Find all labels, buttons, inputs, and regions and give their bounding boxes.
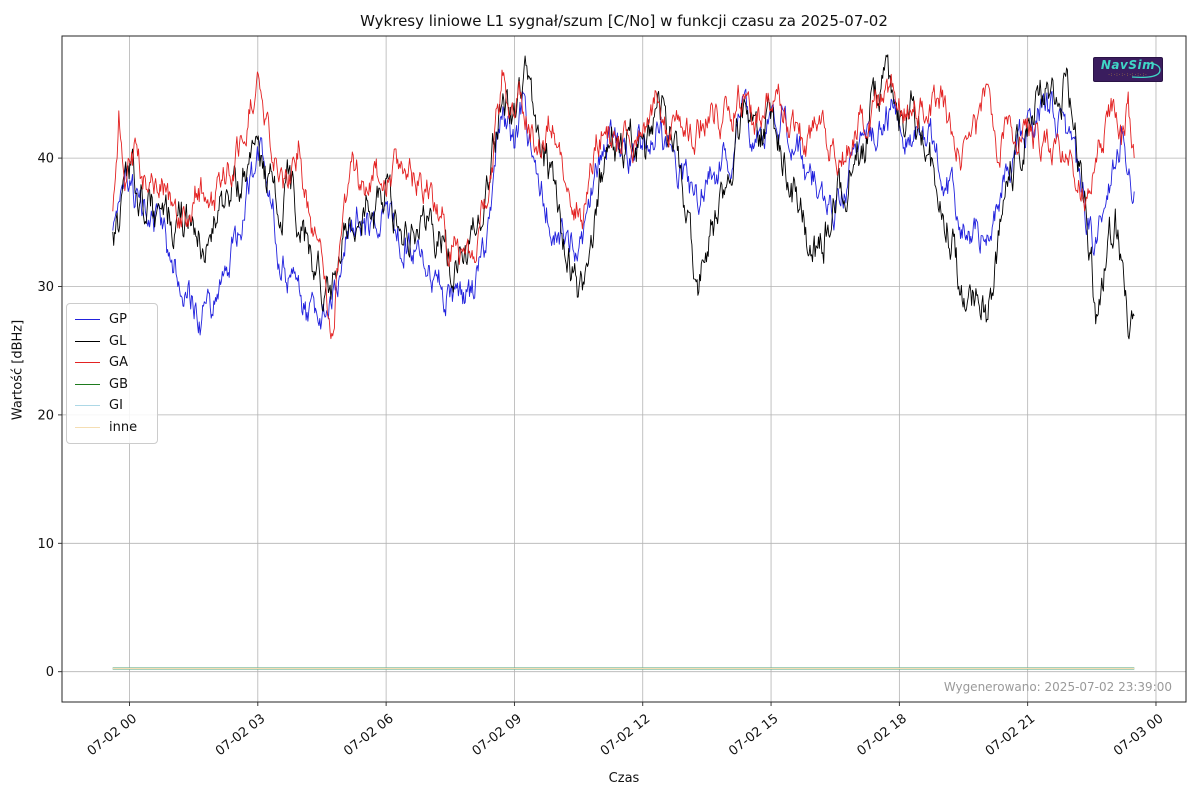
legend-label-GP: GP	[109, 312, 127, 328]
y-tick-label: 10	[37, 537, 54, 552]
legend-label-GA: GA	[109, 355, 128, 371]
y-tick-label: 20	[37, 408, 54, 423]
legend-swatch-GL	[75, 340, 100, 342]
x-tick-label: 07-02 21	[983, 711, 1038, 759]
legend-swatch-inne	[75, 426, 100, 428]
legend-swatch-GB	[75, 383, 100, 385]
legend-swatch-GA	[75, 362, 100, 364]
legend-item-GB: GB	[75, 374, 149, 396]
y-tick-label: 30	[37, 280, 54, 295]
chart-title: Wykresy liniowe L1 sygnał/szum [C/No] w …	[360, 12, 888, 30]
x-tick-label: 07-02 03	[213, 711, 268, 759]
legend: GP GL GA GB GI inne	[66, 303, 158, 444]
logo-subtext: ·:·:·:·:·:·:·:·	[1108, 72, 1148, 78]
legend-label-GB: GB	[109, 376, 128, 392]
x-tick-label: 07-02 00	[85, 711, 140, 759]
x-tick-label: 07-02 09	[470, 711, 525, 759]
legend-item-GA: GA	[75, 352, 149, 374]
plot-border	[61, 35, 1187, 703]
series-line-GA	[112, 69, 1135, 340]
generated-timestamp: Wygenerowano: 2025-07-02 23:39:00	[943, 680, 1172, 694]
x-tick-label: 07-02 15	[726, 711, 781, 759]
series-line-GL	[112, 54, 1135, 340]
legend-item-GI: GI	[75, 395, 149, 417]
x-tick-label: 07-02 18	[855, 711, 910, 759]
legend-label-GL: GL	[109, 333, 127, 349]
y-tick-label: 0	[46, 665, 54, 680]
x-axis-label: Czas	[608, 771, 640, 786]
legend-item-GP: GP	[75, 309, 149, 331]
legend-swatch-GP	[75, 319, 100, 321]
navsim-logo: NavSim ·:·:·:·:·:·:·:·	[1093, 57, 1163, 82]
legend-swatch-GI	[75, 405, 100, 407]
legend-label-inne: inne	[109, 419, 138, 435]
y-tick-label: 40	[37, 152, 54, 167]
legend-label-GI: GI	[109, 398, 123, 414]
x-tick-label: 07-02 06	[341, 711, 396, 759]
logo-text: NavSim	[1100, 58, 1156, 72]
x-tick-label: 07-03 00	[1111, 711, 1166, 759]
series-line-GP	[112, 88, 1135, 336]
legend-item-GL: GL	[75, 331, 149, 353]
legend-item-inne: inne	[75, 417, 149, 439]
logo-swoosh-icon	[1131, 61, 1161, 78]
x-tick-label: 07-02 12	[598, 711, 653, 759]
y-axis-label: Wartość [dBHz]	[10, 319, 26, 421]
